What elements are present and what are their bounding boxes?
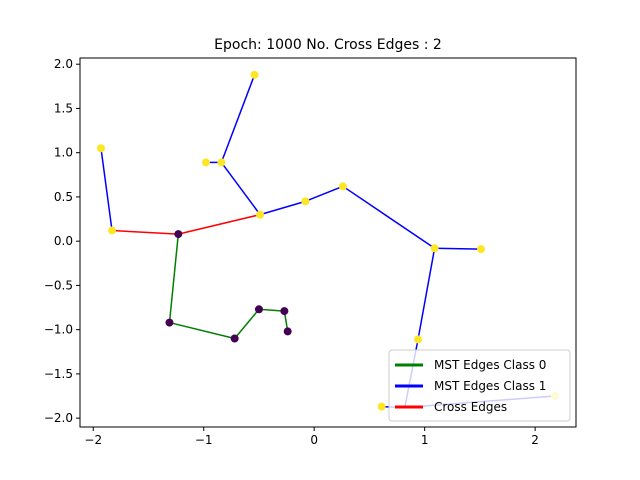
mst-edge-class0	[168, 234, 180, 323]
mst-edge-class1	[434, 247, 482, 250]
x-tick-label: 1	[421, 433, 429, 447]
legend: MST Edges Class 0 MST Edges Class 1 Cros…	[388, 349, 571, 422]
x-tick-label: −1	[195, 433, 213, 447]
data-point-class1	[377, 402, 386, 411]
chart-title: Epoch: 1000 No. Cross Edges : 2	[214, 37, 442, 53]
y-axis: −2.0 −1.5 −1.0 −0.5 0.0 0.5 1.0 1.5 2.0	[44, 57, 80, 425]
y-tick-label: −1.0	[44, 323, 73, 337]
mst-edge-class1	[259, 200, 306, 216]
data-point-class1	[250, 70, 259, 79]
legend-label-class0: MST Edges Class 0	[434, 358, 546, 372]
data-point-class1	[476, 245, 485, 254]
x-tick-label: 2	[531, 433, 539, 447]
mst-edge-class1	[100, 148, 113, 231]
x-tick-label: −2	[84, 433, 102, 447]
y-tick-label: 2.0	[54, 57, 73, 71]
y-tick-label: 0.0	[54, 234, 73, 248]
legend-box	[388, 349, 571, 422]
data-point-class1	[430, 244, 439, 253]
cross-edge	[111, 229, 179, 235]
mst-edge-class0	[234, 308, 260, 339]
x-axis: −2 −1 0 1 2	[84, 427, 539, 447]
data-point-class1	[338, 182, 347, 191]
data-point-class0	[280, 307, 289, 316]
data-point-class1	[256, 210, 265, 219]
data-point-class0	[230, 334, 239, 343]
data-point-class1	[217, 158, 226, 167]
y-tick-label: 0.5	[54, 190, 73, 204]
data-point-class1	[96, 144, 105, 153]
data-point-class0	[283, 327, 292, 336]
mst-edge-class1	[417, 248, 436, 340]
data-point-class0	[254, 305, 263, 314]
y-tick-label: 1.0	[54, 146, 73, 160]
x-tick-label: 0	[310, 433, 318, 447]
plot-area-frame	[79, 57, 577, 428]
data-point-class1	[201, 158, 210, 167]
mst-edge-class0	[258, 308, 285, 312]
y-tick-label: −1.5	[44, 367, 73, 381]
data-point-class1	[108, 226, 117, 235]
legend-label-cross: Cross Edges	[434, 400, 507, 414]
data-point-class1	[301, 197, 310, 206]
y-tick-label: −2.0	[44, 411, 73, 425]
y-tick-label: −0.5	[44, 278, 73, 292]
mst-edge-class1	[220, 74, 256, 163]
data-point-class0	[165, 318, 174, 327]
cross-edge	[178, 213, 261, 235]
mst-edge-class1	[220, 161, 261, 216]
y-tick-label: 1.5	[54, 101, 73, 115]
mst-edge-class0	[169, 321, 235, 340]
mst-edge-class1	[342, 185, 436, 249]
legend-label-class1: MST Edges Class 1	[434, 379, 546, 393]
points-layer	[96, 70, 560, 411]
data-point-class1	[414, 335, 423, 344]
data-point-class0	[174, 230, 183, 239]
mst-edge-class1	[305, 185, 344, 203]
